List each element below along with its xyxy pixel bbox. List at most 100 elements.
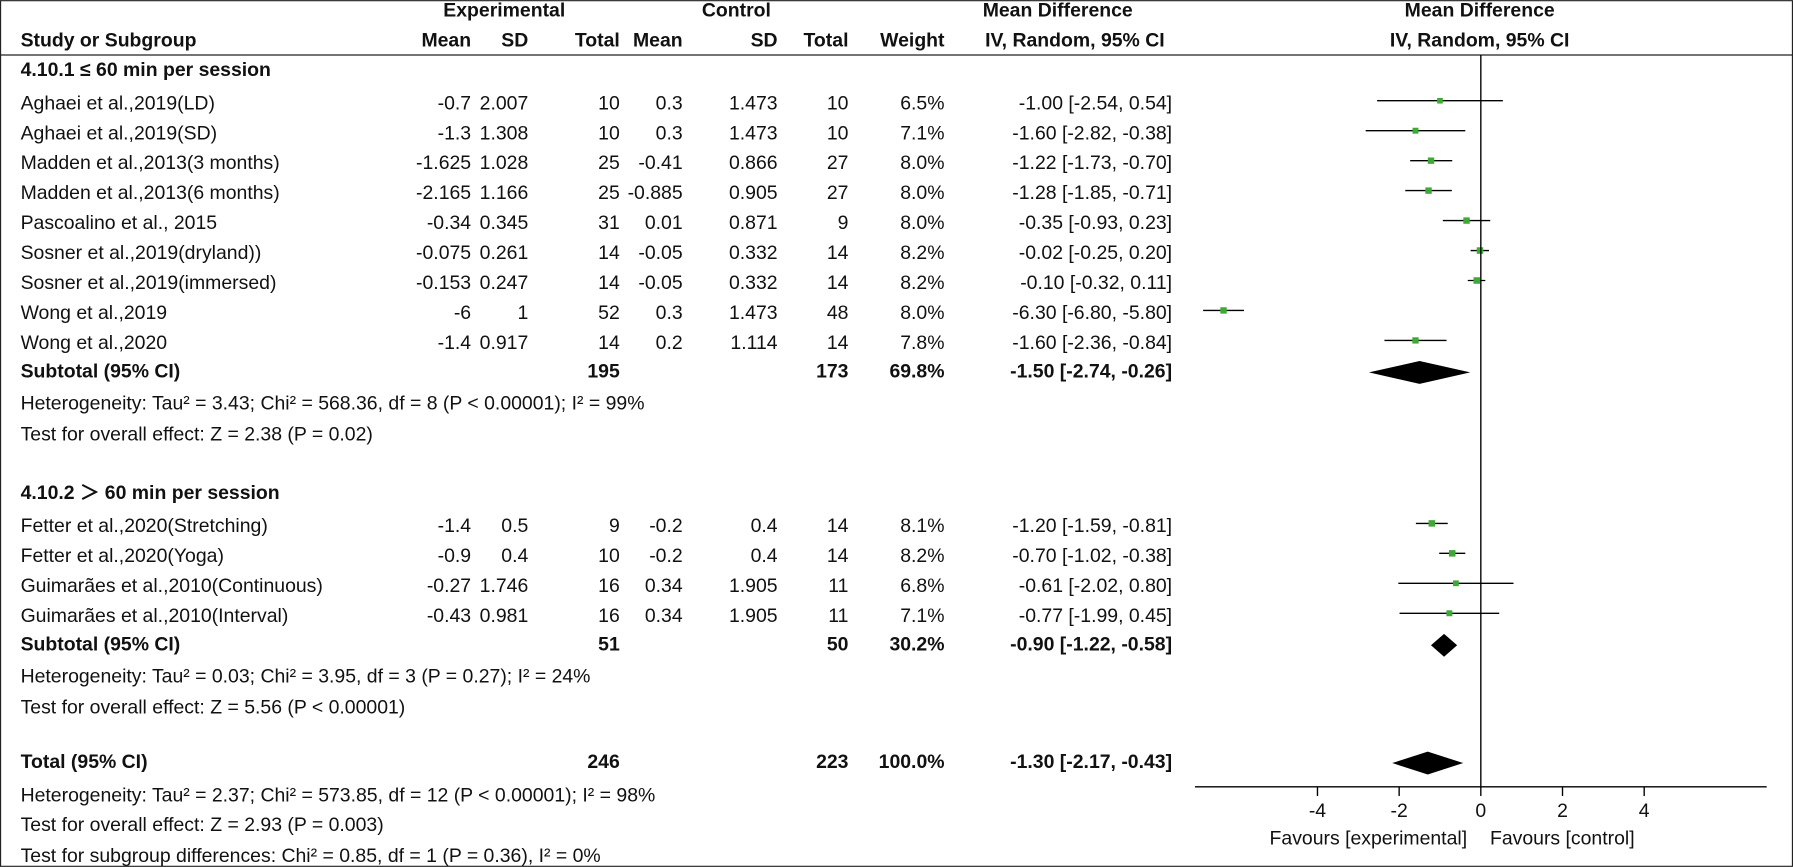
effect-square <box>1428 520 1436 527</box>
summary-cell: -0.90 [-1.22, -0.58] <box>1010 633 1172 655</box>
table-cell: 8.0% <box>900 182 944 204</box>
table-cell: 0.871 <box>729 212 778 234</box>
effect-square <box>1220 307 1227 314</box>
table-cell: 1.905 <box>729 605 778 627</box>
subgroup-differences: Test for subgroup differences: Chi² = 0.… <box>21 845 601 867</box>
table-cell: 10 <box>598 92 620 114</box>
study-name: Madden et al.,2013(3 months) <box>21 152 280 174</box>
table-cell: 6.8% <box>900 575 944 597</box>
study-name: Aghaei et al.,2019(SD) <box>21 122 218 144</box>
table-cell: 8.2% <box>900 545 944 567</box>
summary-cell: -1.30 [-2.17, -0.43] <box>1010 751 1172 773</box>
header-col: Mean <box>633 29 683 51</box>
study-name: Sosner et al.,2019(immersed) <box>21 272 277 294</box>
table-cell: 14 <box>598 272 620 294</box>
table-cell: -1.60 [-2.82, -0.38] <box>1012 122 1172 144</box>
table-cell: 8.0% <box>900 212 944 234</box>
table-cell: 10 <box>827 92 849 114</box>
table-cell: 14 <box>827 332 849 354</box>
table-cell: -0.70 [-1.02, -0.38] <box>1012 545 1172 567</box>
table-cell: 0.3 <box>656 122 683 144</box>
header-control: Control <box>702 0 771 22</box>
table-cell: -1.22 [-1.73, -0.70] <box>1012 152 1172 174</box>
header-col: Weight <box>880 29 945 51</box>
table-cell: -0.10 [-0.32, 0.11] <box>1020 272 1172 294</box>
header-col: SD <box>501 29 528 51</box>
header-md-plot: Mean Difference <box>1405 0 1555 22</box>
subgroup-title: 4.10.2 ＞ 60 min per session <box>21 482 280 504</box>
effect-square <box>1476 247 1484 254</box>
table-cell: 9 <box>609 515 620 537</box>
x-tick-label: 4 <box>1639 800 1650 822</box>
table-cell: 48 <box>827 302 849 324</box>
table-cell: -0.9 <box>438 545 471 567</box>
header-experimental: Experimental <box>443 0 565 22</box>
table-cell: -1.60 [-2.36, -0.84] <box>1012 332 1172 354</box>
table-cell: 31 <box>598 212 620 234</box>
table-cell: 14 <box>827 242 849 264</box>
header-col: Mean <box>421 29 471 51</box>
table-cell: 0.4 <box>751 515 778 537</box>
table-cell: 8.2% <box>900 242 944 264</box>
study-name: Madden et al.,2013(6 months) <box>21 182 280 204</box>
summary-cell: 100.0% <box>879 751 945 773</box>
table-cell: 16 <box>598 575 620 597</box>
study-name: Aghaei et al.,2019(LD) <box>21 92 215 114</box>
table-cell: 9 <box>838 212 849 234</box>
table-cell: 0.917 <box>480 332 529 354</box>
table-cell: -2.165 <box>416 182 471 204</box>
effect-square <box>1446 610 1453 617</box>
effect-square <box>1427 157 1435 164</box>
study-name: Fetter et al.,2020(Stretching) <box>21 515 268 537</box>
table-cell: 1.166 <box>480 182 529 204</box>
table-cell: 14 <box>598 332 620 354</box>
table-cell: 1.473 <box>729 302 778 324</box>
table-cell: -0.61 [-2.02, 0.80] <box>1019 575 1172 597</box>
table-cell: -1.00 [-2.54, 0.54] <box>1019 92 1172 114</box>
effect-square <box>1448 550 1456 557</box>
table-cell: -1.20 [-1.59, -0.81] <box>1012 515 1172 537</box>
summary-label: Total (95% CI) <box>21 751 148 773</box>
table-cell: 0.2 <box>656 332 683 354</box>
table-cell: 8.1% <box>900 515 944 537</box>
table-cell: -0.35 [-0.93, 0.23] <box>1019 212 1172 234</box>
table-cell: 27 <box>827 182 849 204</box>
table-cell: 11 <box>828 575 848 597</box>
table-cell: 14 <box>827 515 849 537</box>
header-col: Total <box>575 29 620 51</box>
study-name: Guimarães et al.,2010(Interval) <box>21 605 289 627</box>
table-cell: -0.27 <box>427 575 471 597</box>
table-cell: 27 <box>827 152 849 174</box>
table-cell: 0.5 <box>501 515 528 537</box>
table-cell: 1.473 <box>729 122 778 144</box>
table-cell: 0.34 <box>645 605 683 627</box>
table-cell: 10 <box>827 122 849 144</box>
table-cell: -0.885 <box>628 182 683 204</box>
table-cell: -0.05 <box>638 242 682 264</box>
study-name: Wong et al.,2019 <box>21 302 168 324</box>
x-tick-label: 2 <box>1557 800 1568 822</box>
effect-square <box>1437 97 1443 104</box>
table-cell: 11 <box>828 605 848 627</box>
table-cell: 1.028 <box>480 152 529 174</box>
table-cell: 7.8% <box>900 332 944 354</box>
table-cell: 16 <box>598 605 620 627</box>
summary-cell: 30.2% <box>889 633 944 655</box>
table-cell: 0.332 <box>729 272 778 294</box>
table-cell: 0.3 <box>656 302 683 324</box>
summary-cell: 51 <box>598 633 620 655</box>
study-name: Wong et al.,2020 <box>21 332 168 354</box>
header-col: SD <box>751 29 778 51</box>
summary-label: Subtotal (95% CI) <box>21 361 181 383</box>
favours-right: Favours [control] <box>1490 828 1635 850</box>
header-method-plot: IV, Random, 95% CI <box>1390 29 1570 51</box>
table-cell: 25 <box>598 182 620 204</box>
summary-cell: 69.8% <box>889 361 944 383</box>
table-cell: 8.0% <box>900 152 944 174</box>
table-cell: 2.007 <box>480 92 529 114</box>
summary-cell: 195 <box>587 361 620 383</box>
subgroup-title: 4.10.1 ≤ 60 min per session <box>21 59 271 81</box>
table-cell: -0.2 <box>649 545 682 567</box>
table-cell: 8.2% <box>900 272 944 294</box>
heterogeneity: Heterogeneity: Tau² = 3.43; Chi² = 568.3… <box>21 393 645 415</box>
